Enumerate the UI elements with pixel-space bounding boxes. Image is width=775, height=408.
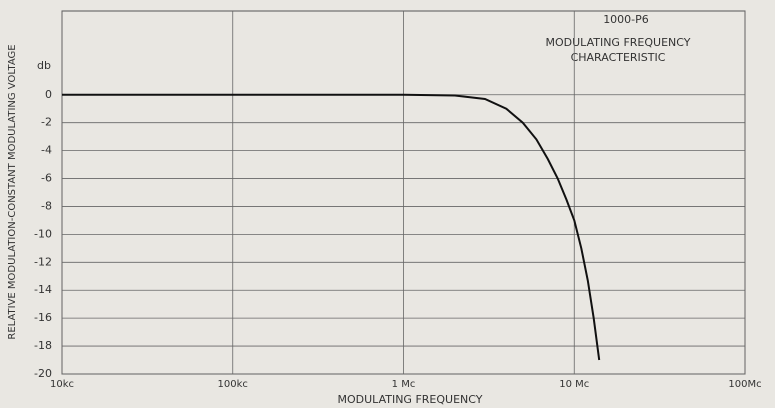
- x-tick-label: 100kc: [218, 379, 248, 390]
- line: [62, 93, 601, 361]
- x-tick-label: 10kc: [50, 379, 74, 390]
- x-tick-label: 1 Mc: [392, 379, 416, 390]
- y-tick-label: -2: [41, 116, 52, 129]
- y-axis-label: RELATIVE MODULATION-CONSTANT MODULATING …: [7, 44, 18, 339]
- y-tick-label: -14: [34, 283, 52, 296]
- annotation: CHARACTERISTIC: [571, 51, 666, 64]
- y-tick-label: -16: [34, 311, 52, 324]
- y-tick-label: -10: [34, 227, 52, 240]
- y-tick-label: -20: [34, 367, 52, 380]
- x-tick-label: 100Mc: [728, 379, 761, 390]
- x-axis-label: MODULATING FREQUENCY: [338, 393, 483, 406]
- x-tick-label: 10 Mc: [559, 379, 589, 390]
- y-tick-label: -18: [34, 339, 52, 352]
- annotation: 1000-P6: [603, 13, 649, 26]
- y-tick-label: -6: [41, 172, 52, 185]
- annotation: MODULATING FREQUENCY: [546, 36, 691, 49]
- y-tick-label: -12: [34, 255, 52, 268]
- y-tick-label: -4: [41, 144, 52, 157]
- y-tick-label: 0: [45, 88, 52, 101]
- y-unit: db: [37, 59, 51, 72]
- y-tick-label: -8: [41, 199, 52, 212]
